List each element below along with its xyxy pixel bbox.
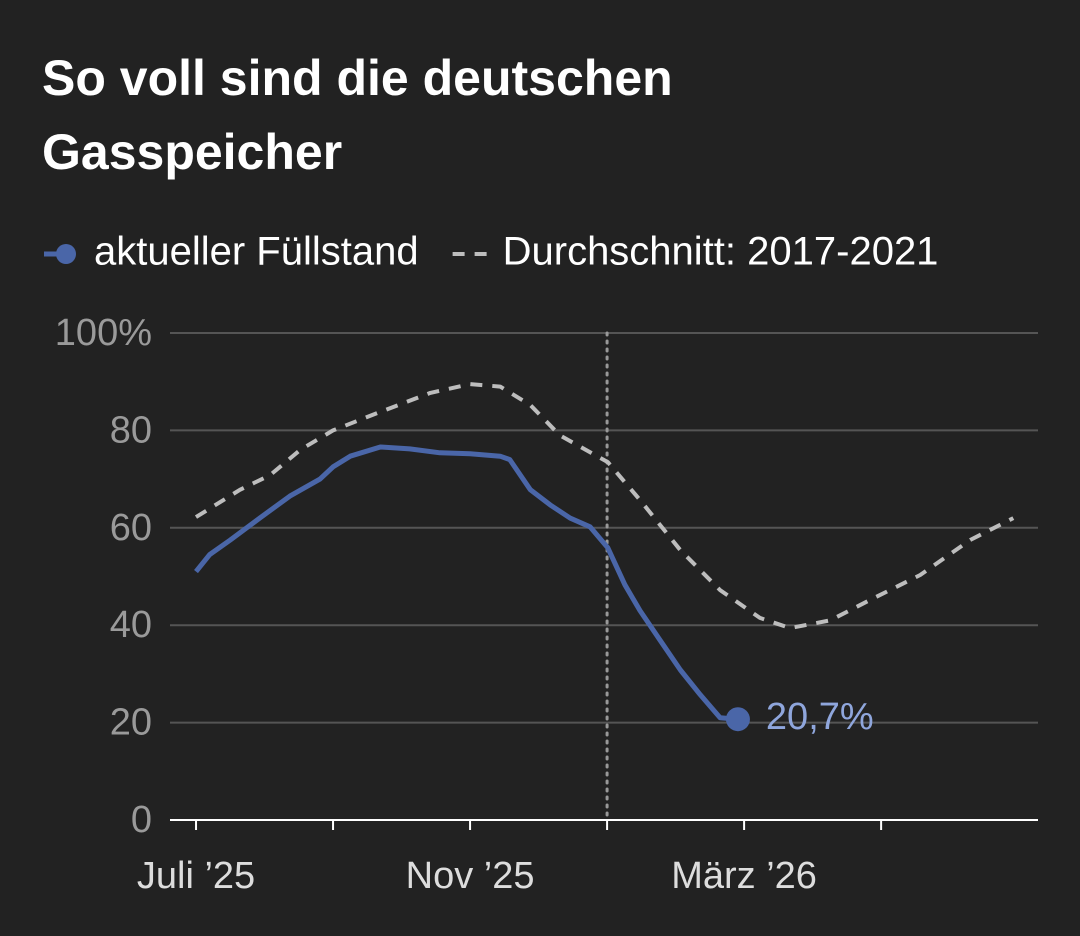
x-tick-label: März ’26 [671,855,817,897]
x-tick-label: Juli ’25 [137,855,255,897]
legend-label: aktueller Füllstand [94,230,419,274]
y-tick-label: 100% [55,312,152,354]
chart-title: So voll sind die deutschen [42,50,673,106]
legend-label: Durchschnitt: 2017-2021 [503,230,939,274]
y-tick-label: 80 [110,409,152,451]
y-tick-label: 20 [110,702,152,744]
value-label: 20,7% [766,696,874,738]
x-tick-label: Nov ’25 [406,855,535,897]
line [194,444,739,722]
line [194,382,1015,631]
legend-swatch [56,244,76,264]
y-tick-label: 0 [131,799,152,841]
chart-title: Gasspeicher [42,124,342,180]
y-tick-label: 60 [110,507,152,549]
end-point [725,707,750,732]
y-tick-label: 40 [110,604,152,646]
